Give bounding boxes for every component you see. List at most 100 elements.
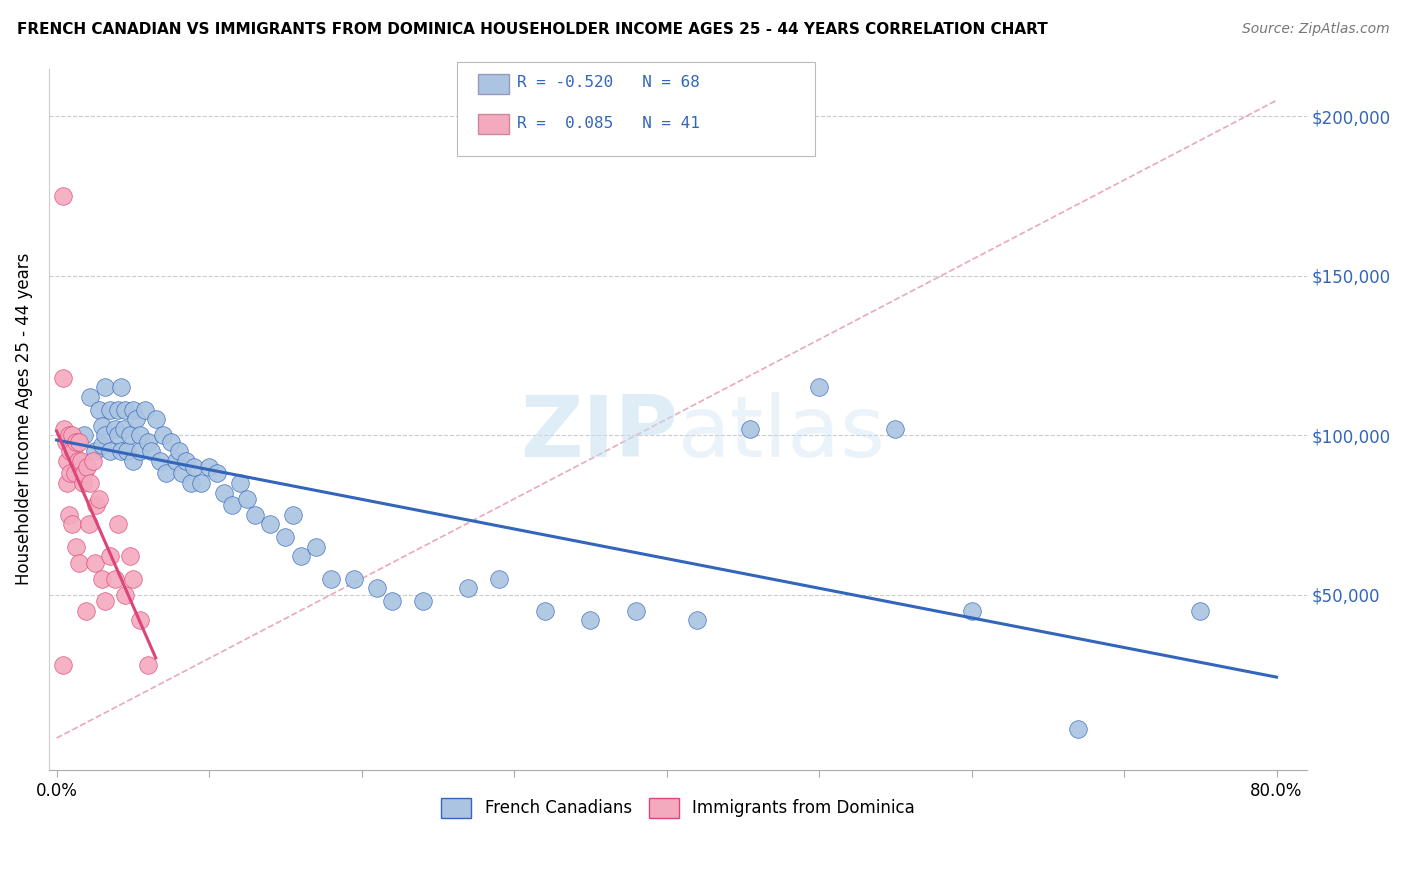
Point	[107, 517, 129, 532]
Point	[107, 428, 129, 442]
Point	[165, 453, 187, 467]
Point	[58, 428, 80, 442]
Point	[686, 613, 709, 627]
Point	[190, 476, 212, 491]
Point	[343, 572, 366, 586]
Point	[1067, 722, 1090, 736]
Point	[94, 380, 117, 394]
Point	[89, 402, 111, 417]
Point	[98, 549, 121, 564]
Point	[98, 402, 121, 417]
Y-axis label: Householder Income Ages 25 - 44 years: Householder Income Ages 25 - 44 years	[15, 253, 32, 585]
Point	[98, 444, 121, 458]
Point	[145, 412, 167, 426]
Point	[305, 540, 328, 554]
Point	[129, 613, 152, 627]
Point	[52, 657, 75, 672]
Point	[381, 594, 404, 608]
Point	[125, 412, 148, 426]
Point	[91, 438, 114, 452]
Point	[65, 540, 87, 554]
Point	[79, 390, 101, 404]
Point	[457, 581, 479, 595]
Point	[115, 444, 138, 458]
Point	[83, 444, 105, 458]
Point	[533, 603, 555, 617]
Point	[75, 603, 97, 617]
Point	[808, 380, 831, 394]
Text: ZIP: ZIP	[520, 392, 678, 475]
Point	[118, 549, 141, 564]
Point	[60, 517, 83, 532]
Point	[236, 491, 259, 506]
Point	[129, 428, 152, 442]
Point	[884, 422, 907, 436]
Point	[198, 460, 221, 475]
Legend: French Canadians, Immigrants from Dominica: French Canadians, Immigrants from Domini…	[434, 791, 921, 825]
Point	[82, 453, 104, 467]
Point	[53, 422, 76, 436]
Text: Source: ZipAtlas.com: Source: ZipAtlas.com	[1241, 22, 1389, 37]
Point	[52, 371, 75, 385]
Point	[52, 189, 75, 203]
Point	[84, 499, 107, 513]
Point	[59, 467, 82, 481]
Point	[65, 434, 87, 449]
Text: atlas: atlas	[678, 392, 886, 475]
Text: R =  0.085   N = 41: R = 0.085 N = 41	[517, 116, 700, 130]
Point	[89, 491, 111, 506]
Point	[740, 422, 762, 436]
Point	[60, 428, 83, 442]
Point	[56, 476, 79, 491]
Point	[72, 476, 94, 491]
Point	[79, 476, 101, 491]
Point	[183, 460, 205, 475]
Point	[121, 572, 143, 586]
Point	[94, 594, 117, 608]
Point	[103, 572, 125, 586]
Point	[624, 603, 647, 617]
Point	[152, 428, 174, 442]
Point	[91, 572, 114, 586]
Point	[56, 453, 79, 467]
Point	[960, 603, 983, 617]
Point	[73, 467, 96, 481]
Point	[129, 444, 152, 458]
Point	[579, 613, 602, 627]
Point	[155, 467, 177, 481]
Point	[174, 453, 197, 467]
Point	[66, 453, 89, 467]
Point	[259, 517, 281, 532]
Point	[58, 508, 80, 522]
Point	[274, 530, 297, 544]
Point	[228, 476, 250, 491]
Point	[136, 434, 159, 449]
Point	[488, 572, 510, 586]
Point	[110, 444, 132, 458]
Point	[281, 508, 304, 522]
Point	[412, 594, 434, 608]
Point	[139, 444, 162, 458]
Point	[63, 467, 86, 481]
Point	[62, 444, 84, 458]
Point	[319, 572, 342, 586]
Point	[70, 453, 93, 467]
Point	[121, 402, 143, 417]
Point	[221, 499, 243, 513]
Point	[77, 517, 100, 532]
Point	[69, 434, 91, 449]
Text: R = -0.520   N = 68: R = -0.520 N = 68	[517, 76, 700, 90]
Point	[136, 657, 159, 672]
Point	[76, 460, 98, 475]
Point	[94, 428, 117, 442]
Point	[167, 444, 190, 458]
Point	[114, 588, 136, 602]
Point	[73, 428, 96, 442]
Point	[91, 418, 114, 433]
Point	[180, 476, 202, 491]
Point	[243, 508, 266, 522]
Point	[107, 402, 129, 417]
Point	[103, 422, 125, 436]
Point	[83, 556, 105, 570]
Point	[121, 453, 143, 467]
